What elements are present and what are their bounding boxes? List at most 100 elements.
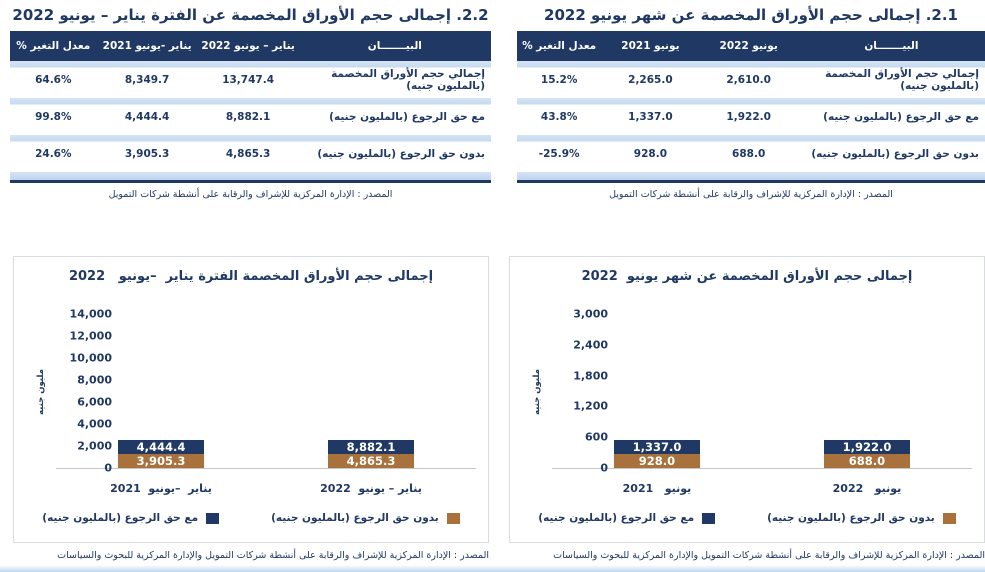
value-change: 43.8% [540,110,578,123]
section-title: 2.1. إجمالى حجم الأوراق المخصمة عن شهر ي… [544,6,958,24]
table-bottom-band [517,172,985,180]
table-header-row: البيـــــــان يونيو 2022 يونيو 2021 معدل… [517,31,985,61]
value-change: 99.8% [35,110,72,123]
header-change-rate: معدل التغير % [10,31,97,61]
plot-wrap: 0 600 1,200 1,800 2,400 3,000 928.0 1,337.0 688.… [552,308,972,495]
y-axis-title-text: مليون جنيه [36,368,46,415]
y-tick-label: 600 [585,430,608,444]
plot-area: 0 2,000 4,000 6,000 8,000 10,000 12,000 14,000 3… [56,308,476,475]
x-axis-label: يناير –يونيو 2021 [110,482,212,495]
chart-legend: بدون حق الرجوع (بالمليون جنيه) مع حق الرج… [26,512,476,524]
section-monthly: 2.1. إجمالى حجم الأوراق المخصمة عن شهر ي… [517,4,985,200]
y-tick-label: 14,000 [69,307,112,321]
y-tick-label: 8,000 [77,373,112,387]
chart-sources-row: المصدر : الإدارة المركزية للإشراف والرقا… [0,550,985,561]
legend-item: مع حق الرجوع (بالمليون جنيه) [538,512,716,524]
bar-segment: 688.0 [824,454,910,468]
table-row: بدون حق الرجوع (بالمليون جنيه) 688.0 928… [517,135,985,172]
value-current: 4,865.3 [225,147,271,160]
x-axis-label: يناير – يونيو 2022 [320,482,422,495]
y-tick-label: 10,000 [69,351,112,365]
bar-value-label: 928.0 [638,454,676,468]
chart-title: إجمالى حجم الأوراق المخصمة عن شهر يونيو … [581,269,913,284]
bar-value-label: 1,337.0 [632,440,682,454]
bar-slot: 4,865.3 8,882.1 [266,314,476,468]
table-row: مع حق الرجوع (بالمليون جنيه) 8,882.1 4,4… [10,98,491,135]
y-tick-label: 0 [600,461,608,475]
bar-segment: 4,865.3 [328,454,414,468]
value-prev: 2,265.0 [628,73,673,86]
chart-source: المصدر : الإدارة المركزية للإشراف والرقا… [57,550,489,561]
header-change-rate: معدل التغير % [517,31,602,61]
row-label: إجمالي حجم الأوراق المخصمة (بالمليون جني… [331,67,485,92]
bar-value-label: 1,922.0 [842,440,892,454]
stacked-bar: 4,865.3 8,882.1 [328,440,414,468]
chart-title: إجمالى حجم الأوراق المخصمة الفترة يناير … [68,269,434,284]
table-bottom-rule [517,180,985,183]
bar-value-label: 8,882.1 [346,440,396,454]
value-change: 64.6% [35,73,72,86]
value-current: 8,882.1 [225,110,271,123]
y-tick-label: 0 [104,461,112,475]
bar-slot: 688.0 1,922.0 [762,314,972,468]
bar-segment: 928.0 [614,454,700,468]
y-tick-label: 2,000 [77,439,112,453]
legend-label: مع حق الرجوع (بالمليون جنيه) [42,512,199,524]
table-bottom-rule [10,180,491,183]
row-label: بدون حق الرجوع (بالمليون جنيه) [811,147,979,160]
period-volume-table: البيـــــــان يناير – يونيو 2022 يناير -… [10,31,491,172]
table-source: المصدر : الإدارة المركزية للإشراف والرقا… [108,189,393,200]
tables-row: 2.1. إجمالى حجم الأوراق المخصمة عن شهر ي… [0,0,985,200]
plot-area: 0 600 1,200 1,800 2,400 3,000 928.0 1,337.0 688.… [552,308,972,475]
charts-row: إجمالى حجم الأوراق المخصمة عن شهر يونيو … [0,256,985,543]
value-current: 688.0 [732,147,766,160]
row-label: مع حق الرجوع (بالمليون جنيه) [329,110,485,123]
legend-label: بدون حق الرجوع (بالمليون جنيه) [767,512,935,524]
value-prev: 928.0 [633,147,667,160]
header-prev-period: يناير -يونيو 2021 [96,31,198,61]
y-tick-label: 6,000 [77,395,112,409]
chart-legend: بدون حق الرجوع (بالمليون جنيه) مع حق الرج… [522,512,972,524]
x-axis-label: يونيو 2021 [622,482,692,495]
legend-label: بدون حق الرجوع (بالمليون جنيه) [271,512,439,524]
header-item: البيـــــــان [797,31,985,61]
y-axis-title: مليون جنيه [522,314,552,469]
plot-wrap: 0 2,000 4,000 6,000 8,000 10,000 12,000 14,000 3… [56,308,476,495]
table-header-row: البيـــــــان يناير – يونيو 2022 يناير -… [10,31,491,61]
value-change: 24.6% [35,147,72,160]
value-change: -25.9% [538,147,580,160]
bar-slot: 928.0 1,337.0 [552,314,762,468]
table-row: بدون حق الرجوع (بالمليون جنيه) 4,865.3 3… [10,135,491,172]
y-tick-label: 4,000 [77,417,112,431]
y-tick-label: 3,000 [573,307,608,321]
value-prev: 3,905.3 [124,147,170,160]
y-tick-label: 1,200 [573,399,608,413]
section-title: 2.2. إجمالى حجم الأوراق المخصمة عن الفتر… [12,6,489,24]
y-axis-title: مليون جنيه [26,314,56,469]
bar-segment: 1,337.0 [614,440,700,454]
legend-swatch [702,512,716,524]
row-label: بدون حق الرجوع (بالمليون جنيه) [317,147,485,160]
header-current-period: يناير – يونيو 2022 [197,31,299,61]
chart-panel-monthly: إجمالى حجم الأوراق المخصمة عن شهر يونيو … [509,256,985,543]
bar-segment: 1,922.0 [824,440,910,454]
bar-value-label: 688.0 [848,454,886,468]
x-axis-labels: يونيو 2021 يونيو 2022 [552,482,972,495]
table-source: المصدر : الإدارة المركزية للإشراف والرقا… [609,189,893,200]
x-axis-labels: يناير –يونيو 2021 يناير – يونيو 2022 [56,482,476,495]
table-bottom-band [10,172,491,180]
legend-swatch [206,512,220,524]
header-item: البيـــــــان [298,31,491,61]
table-row: مع حق الرجوع (بالمليون جنيه) 1,922.0 1,3… [517,98,985,135]
stacked-bar: 928.0 1,337.0 [614,440,700,468]
legend-item: بدون حق الرجوع (بالمليون جنيه) [271,512,460,524]
value-prev: 1,337.0 [628,110,673,123]
chart-panel-period: إجمالى حجم الأوراق المخصمة الفترة يناير … [13,256,489,543]
legend-item: مع حق الرجوع (بالمليون جنيه) [42,512,220,524]
y-tick-label: 1,800 [573,369,608,383]
value-current: 1,922.0 [726,110,771,123]
bar-segment: 3,905.3 [118,454,204,468]
bar-segment: 4,444.4 [118,440,204,454]
bar-value-label: 4,444.4 [136,440,186,454]
